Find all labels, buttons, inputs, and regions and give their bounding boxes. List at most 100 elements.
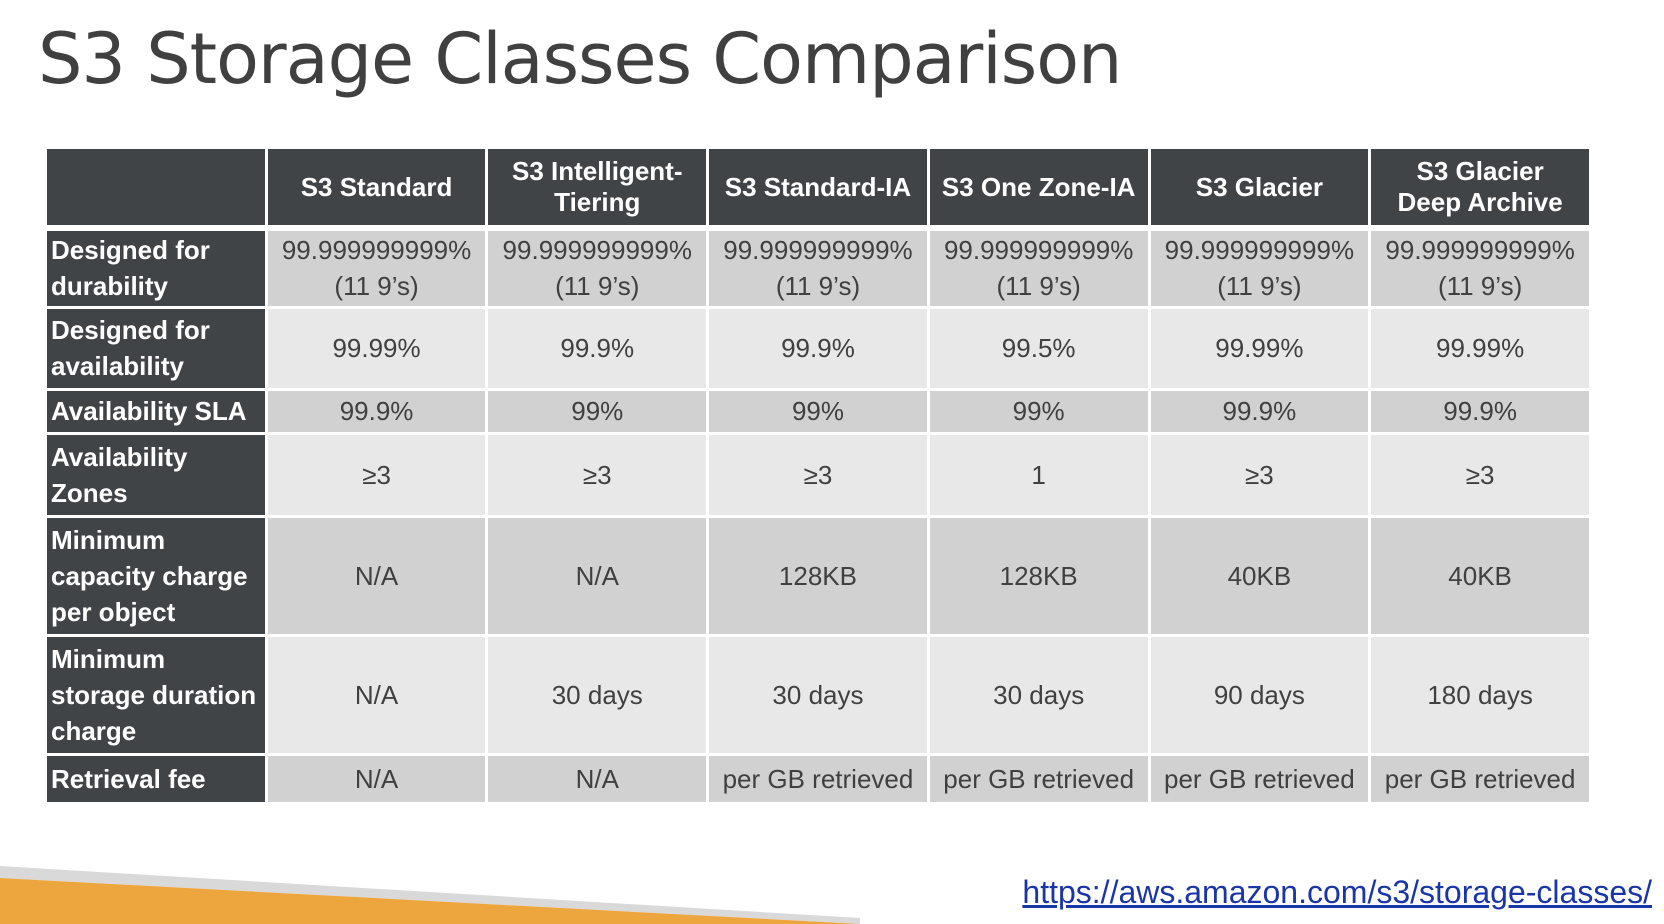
cell-line: per GB retrieved [1163,763,1355,794]
table-cell: 99.99% [1147,305,1372,391]
table-row: Minimum capacity charge per object N/A N… [44,514,1592,637]
row-label-line: Zones [51,477,128,508]
column-header-line: S3 Glacier [1416,156,1544,186]
column-header-line: Deep Archive [1397,187,1563,217]
row-label-line: Minimum [51,643,166,674]
cell-line: N/A [575,763,619,794]
cell-line: 99% [1012,396,1065,426]
table-cell: N/A [264,633,489,756]
cell-line: (11 9’s) [775,271,861,302]
cell-line: 99.999999999% [943,235,1134,266]
cell-line: ≥3 [582,459,612,490]
cell-line: 99.9% [1222,396,1297,426]
column-header-line: S3 Glacier [1195,171,1323,202]
table-cell: per GB retrieved [706,752,930,805]
table-cell: ≥3 [706,431,930,518]
cell-line: 30 days [993,679,1085,710]
footer-orange-stripe [0,878,860,924]
table-row: Availability SLA 99.9% 99% 99% 99% 99.9%… [44,387,1592,435]
row-label: Designed for durability [44,226,268,309]
table-cell: N/A [485,752,710,805]
row-label-line: Designed for [51,235,210,266]
cell-line: 99% [791,396,844,426]
table-cell: 99.9% [1368,387,1592,435]
column-header-line: S3 Standard-IA [724,171,912,202]
table-row: Minimum storage duration charge N/A 30 d… [44,633,1592,756]
cell-line: per GB retrieved [1384,763,1576,794]
cell-line: 90 days [1213,679,1305,710]
cell-line: ≥3 [803,459,833,490]
table-cell: ≥3 [264,431,489,518]
table-cell: 99.9% [1147,387,1372,435]
row-label-line: Designed for [51,315,210,345]
cell-line: 99.999999999% [1385,235,1575,266]
cell-line: N/A [354,763,399,794]
table-cell: 40KB [1147,514,1372,637]
table-cell: 99.999999999% (11 9’s) [1368,226,1592,309]
table-cell: per GB retrieved [926,752,1151,805]
cell-line: 40KB [1227,560,1292,591]
cell-line: 99.9% [781,333,855,363]
table-cell: per GB retrieved [1147,752,1372,805]
row-label-line: durability [51,271,169,302]
table-cell: 128KB [926,514,1151,637]
table-cell: 99.5% [926,305,1151,391]
table-cell: 99% [706,387,930,435]
cell-line: 99.999999999% [1164,235,1355,266]
cell-line: 99.9% [339,396,414,426]
table-cell: 40KB [1368,514,1592,637]
column-header: S3 Glacier Deep Archive [1368,146,1592,231]
table-cell: 99.999999999% (11 9’s) [264,226,489,309]
cell-line: N/A [575,560,619,591]
row-label-line: Minimum [51,524,166,555]
table-row: Designed for availability 99.99% 99.9% 9… [44,305,1592,391]
column-header-line: S3 One Zone-IA [941,171,1136,202]
cell-line: per GB retrieved [943,763,1135,794]
cell-line: 99.9% [1443,396,1517,426]
header-corner-cell [44,146,268,231]
cell-line: 128KB [999,560,1078,591]
table-cell: 99.99% [1368,305,1592,391]
cell-line: 128KB [778,560,857,591]
column-header: S3 Standard-IA [706,146,930,231]
cell-line: 40KB [1448,560,1512,591]
row-label-line: Availability [51,441,188,472]
column-header-line: S3 Intelligent- [512,156,683,186]
cell-line: 99.999999999% [281,235,472,266]
table-row: Designed for durability 99.999999999% (11… [44,226,1592,309]
table-cell: ≥3 [485,431,710,518]
cell-line: 180 days [1427,679,1533,710]
cell-line: 99.99% [1436,333,1525,363]
row-label-line: capacity charge [51,560,248,591]
table-cell: 128KB [706,514,930,637]
footer-grey-stripe [0,866,860,924]
row-label: Minimum capacity charge per object [44,514,268,637]
storage-classes-table: S3 Standard S3 Intelligent- Tiering S3 S… [44,146,1592,805]
cell-line: 30 days [551,679,643,710]
cell-line: 1 [1031,459,1046,490]
cell-line: per GB retrieved [722,763,914,794]
table-cell: 99% [926,387,1151,435]
cell-line: 99.99% [1215,333,1304,363]
table-cell: 30 days [926,633,1151,756]
table-cell: 180 days [1368,633,1592,756]
source-link[interactable]: https://aws.amazon.com/s3/storage-classe… [1022,874,1652,910]
table-header-row: S3 Standard S3 Intelligent- Tiering S3 S… [44,146,1592,231]
cell-line: 99.5% [1001,333,1076,363]
cell-line: (11 9’s) [1217,271,1302,302]
row-label-line: storage duration [51,679,257,710]
table-cell: 99.9% [264,387,489,435]
row-label-line: Retrieval fee [51,763,206,794]
column-header: S3 Standard [264,146,489,231]
row-label-line: availability [51,351,184,381]
cell-line: (11 9’s) [334,271,419,302]
cell-line: (11 9’s) [1437,271,1523,302]
table-cell: N/A [264,514,489,637]
table-cell: 99% [485,387,710,435]
table-row: Retrieval fee N/A N/A per GB retrieved p… [44,752,1592,805]
cell-line: ≥3 [362,459,391,490]
column-header: S3 One Zone-IA [926,146,1151,231]
table-cell: 99.999999999% (11 9’s) [1147,226,1372,309]
cell-line: (11 9’s) [996,271,1081,302]
row-label-line: Availability SLA [51,396,247,426]
